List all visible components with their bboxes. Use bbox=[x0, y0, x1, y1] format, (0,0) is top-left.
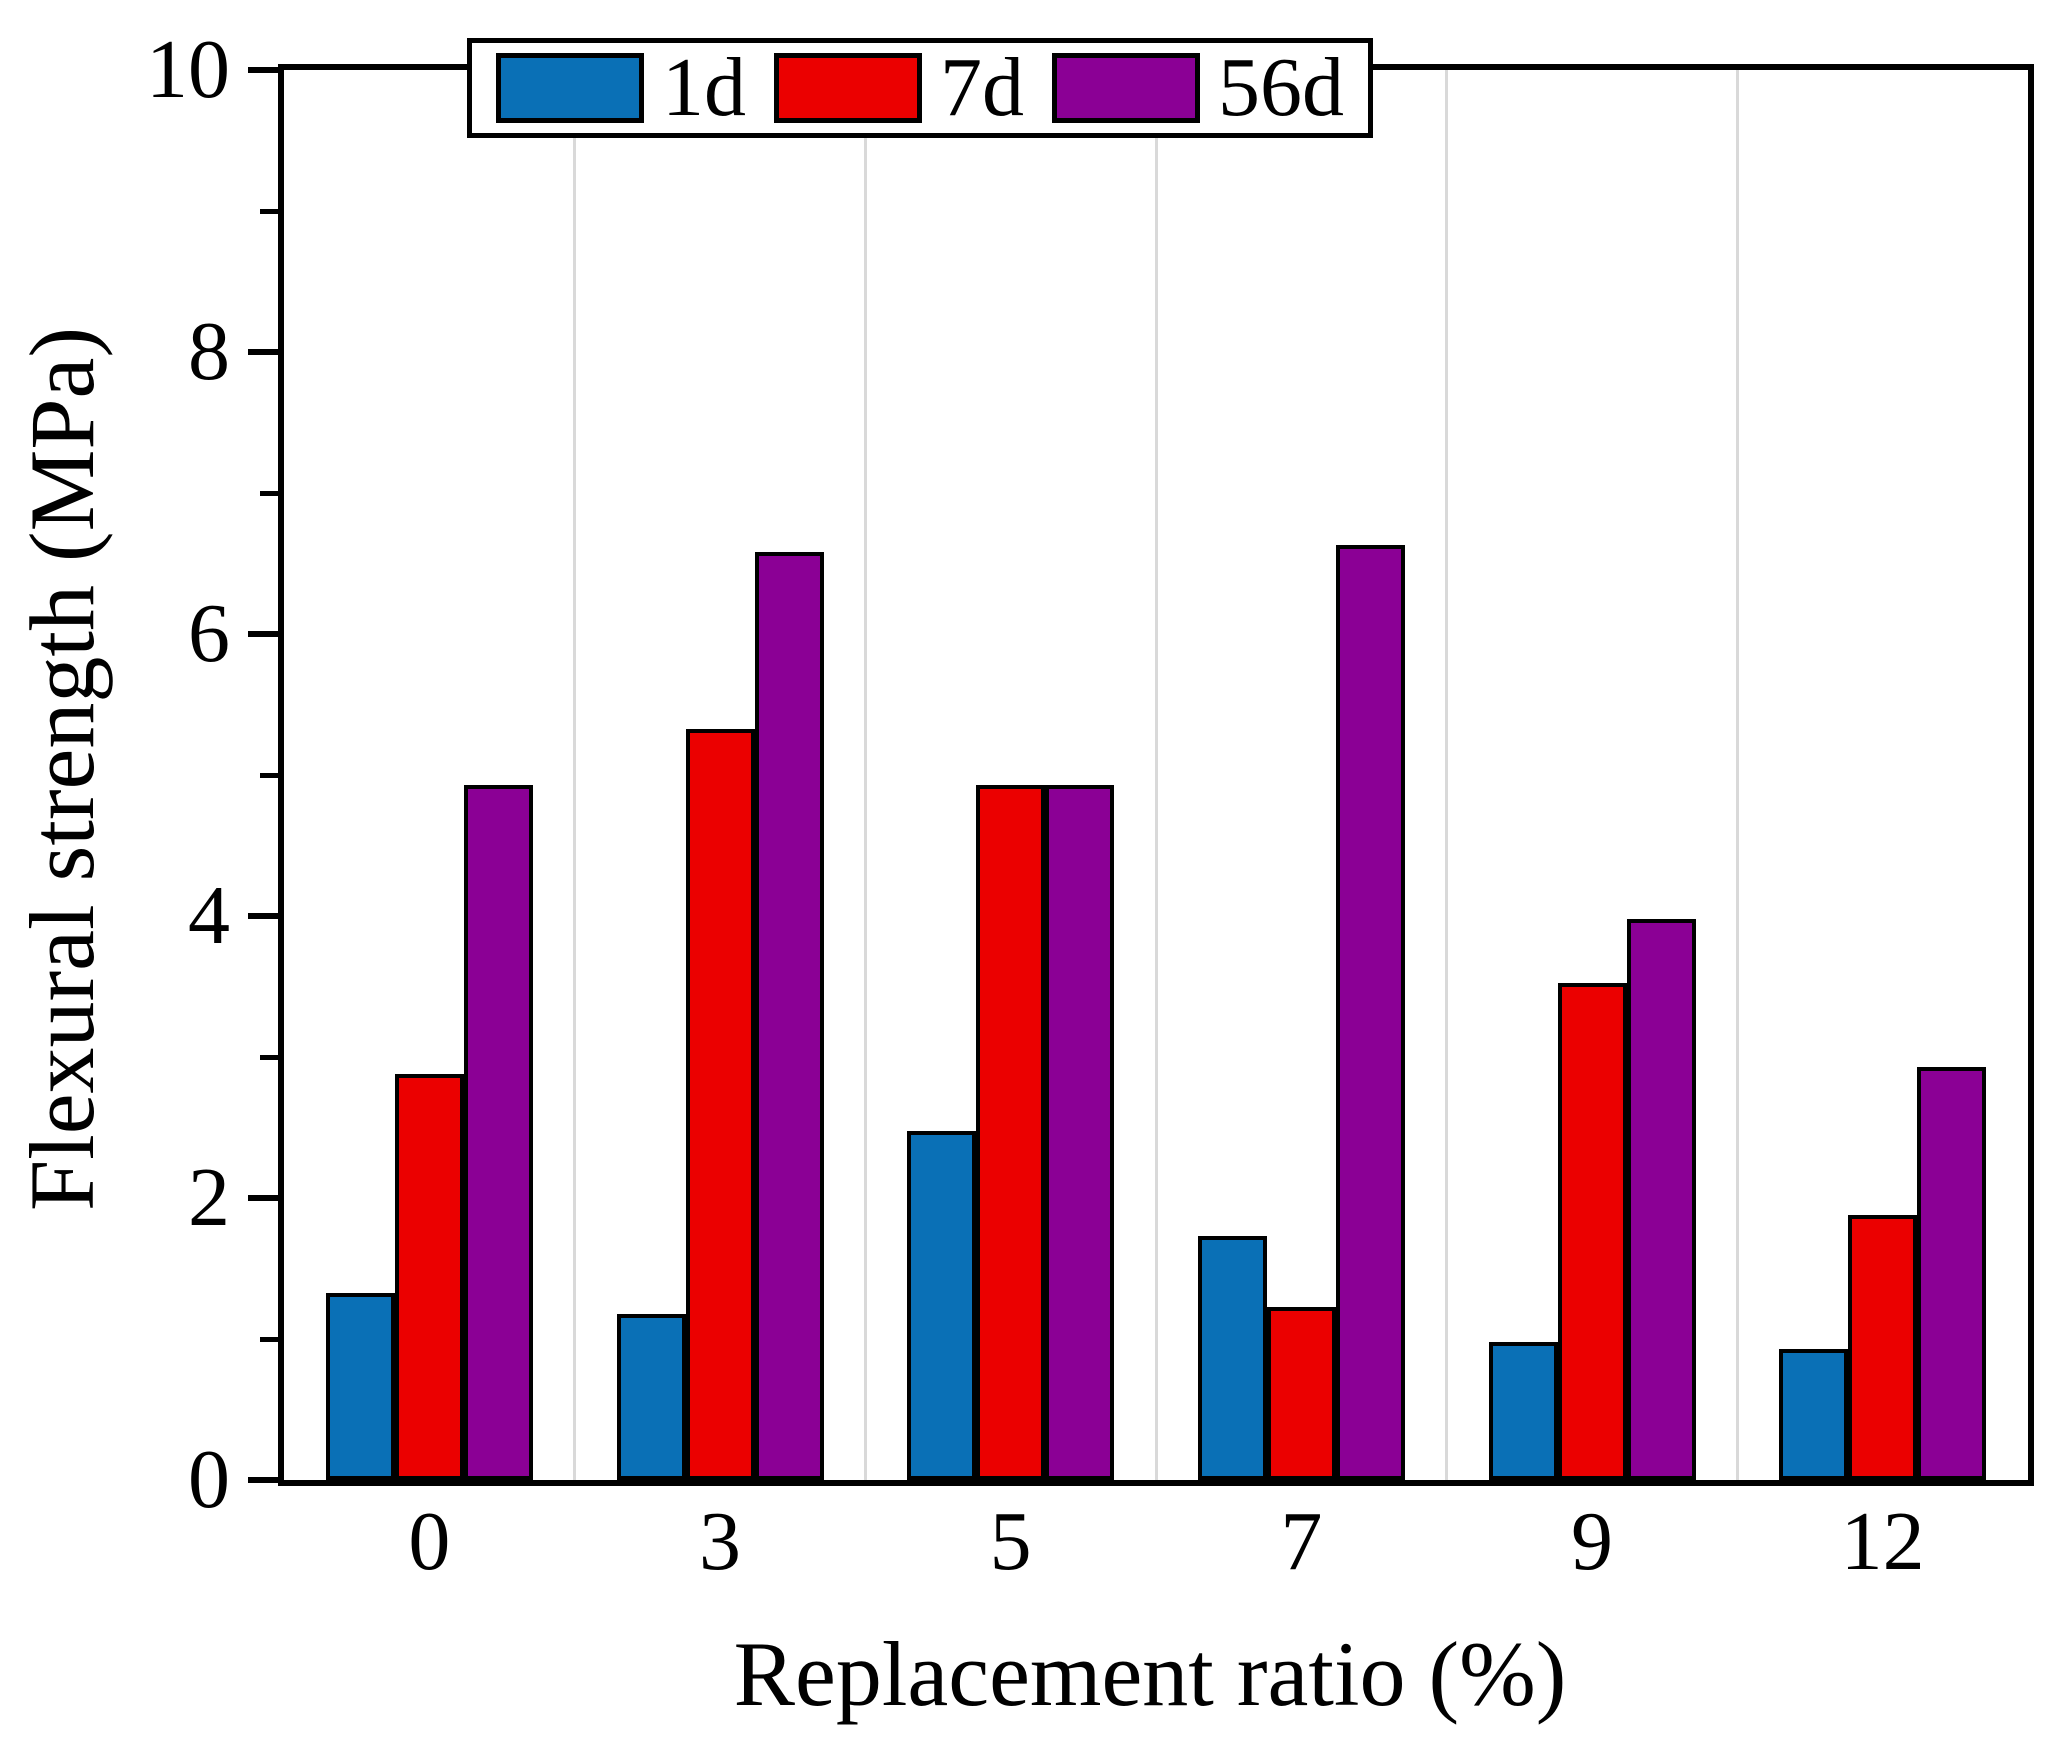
bar-1d-cat12 bbox=[1779, 1349, 1849, 1480]
y-axis-major-tick bbox=[248, 349, 278, 355]
category-separator-gridline bbox=[1735, 70, 1739, 1480]
y-axis-minor-tick bbox=[260, 208, 278, 214]
bar-56d-cat5 bbox=[1045, 785, 1115, 1480]
legend-swatch-7d bbox=[774, 53, 922, 123]
bar-56d-cat7 bbox=[1335, 545, 1405, 1480]
bar-1d-cat7 bbox=[1197, 1236, 1267, 1480]
y-axis-major-tick bbox=[248, 1195, 278, 1201]
x-axis-tick-label: 3 bbox=[699, 1495, 741, 1588]
x-axis-title: Replacement ratio (%) bbox=[733, 1623, 1567, 1725]
legend-label: 1d bbox=[662, 41, 746, 134]
plot-area bbox=[248, 64, 2034, 1486]
bar-1d-cat5 bbox=[907, 1130, 977, 1480]
legend-swatch-1d bbox=[496, 53, 644, 123]
bar-7d-cat5 bbox=[976, 785, 1046, 1480]
category-separator-gridline bbox=[573, 70, 577, 1480]
legend-item-56d: 56d bbox=[1052, 46, 1344, 130]
legend-swatch-56d bbox=[1052, 53, 1200, 123]
y-axis-minor-tick bbox=[260, 1054, 278, 1060]
y-axis-tick-label: 10 bbox=[146, 23, 230, 116]
y-axis-major-tick bbox=[248, 1477, 278, 1483]
y-axis-major-tick bbox=[248, 67, 278, 73]
y-axis-tick-label: 8 bbox=[188, 305, 230, 398]
category-separator-gridline bbox=[1445, 70, 1449, 1480]
bar-7d-cat12 bbox=[1848, 1215, 1918, 1480]
y-axis-tick-label: 2 bbox=[188, 1151, 230, 1244]
x-axis-tick-label: 0 bbox=[408, 1495, 451, 1588]
y-axis-tick-label: 0 bbox=[188, 1433, 230, 1526]
bar-7d-cat7 bbox=[1266, 1306, 1336, 1480]
y-axis-minor-tick bbox=[260, 490, 278, 496]
bar-1d-cat9 bbox=[1488, 1342, 1558, 1480]
legend-item-7d: 7d bbox=[774, 46, 1024, 130]
category-separator-gridline bbox=[1154, 70, 1158, 1480]
legend-label: 7d bbox=[940, 41, 1024, 134]
bar-7d-cat3 bbox=[685, 728, 755, 1480]
category-separator-gridline bbox=[863, 70, 867, 1480]
bar-56d-cat12 bbox=[1917, 1067, 1987, 1480]
y-axis-tick-label: 4 bbox=[188, 869, 230, 962]
bar-1d-cat3 bbox=[616, 1313, 686, 1480]
y-axis-minor-tick bbox=[260, 1336, 278, 1342]
y-axis-major-tick bbox=[248, 913, 278, 919]
bar-1d-cat0 bbox=[325, 1292, 395, 1480]
x-axis-tick-label: 12 bbox=[1840, 1495, 1925, 1588]
y-axis-title: Flexural strength (MPa) bbox=[11, 326, 113, 1212]
bar-56d-cat3 bbox=[754, 552, 824, 1480]
bar-7d-cat0 bbox=[394, 1074, 464, 1480]
bar-7d-cat9 bbox=[1557, 982, 1627, 1480]
bar-56d-cat9 bbox=[1626, 919, 1696, 1480]
legend-item-1d: 1d bbox=[496, 46, 746, 130]
x-axis-tick-label: 7 bbox=[1280, 1495, 1323, 1588]
legend: 1d 7d 56d bbox=[467, 38, 1373, 138]
bar-56d-cat0 bbox=[463, 785, 533, 1480]
y-axis-minor-tick bbox=[260, 772, 278, 778]
y-axis-tick-label: 6 bbox=[188, 587, 230, 680]
legend-label: 56d bbox=[1218, 41, 1344, 134]
y-axis-major-tick bbox=[248, 631, 278, 637]
x-axis-tick-label: 9 bbox=[1571, 1495, 1613, 1588]
x-axis-tick-label: 5 bbox=[989, 1495, 1032, 1588]
